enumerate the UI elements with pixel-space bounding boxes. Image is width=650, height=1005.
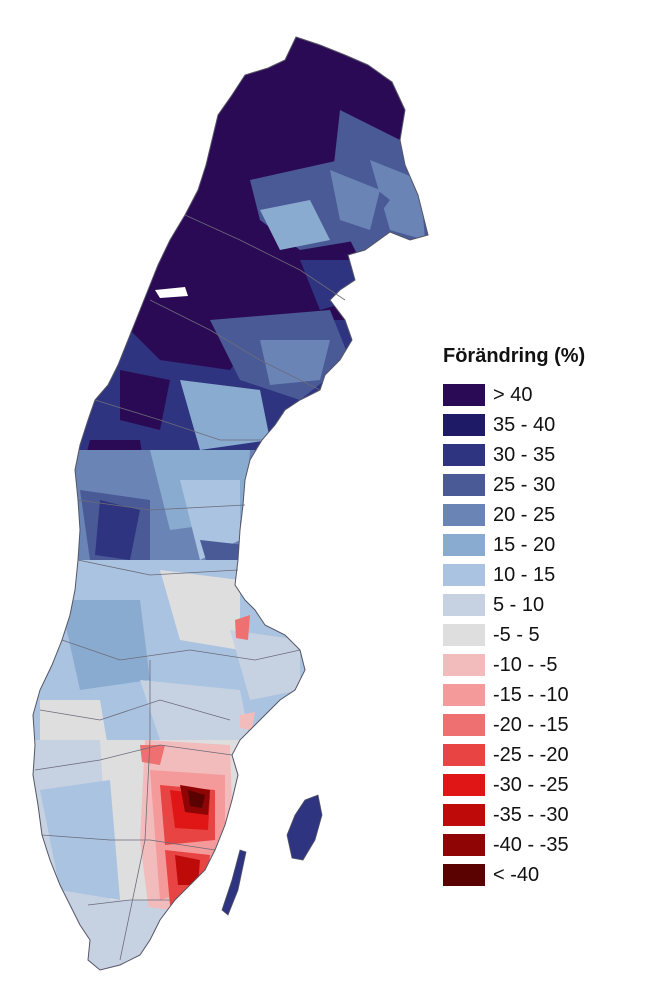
legend-item: 25 - 30 xyxy=(443,470,643,500)
legend-swatch xyxy=(443,594,485,616)
legend-swatch xyxy=(443,774,485,796)
legend-label: > 40 xyxy=(493,383,533,406)
legend-label: -30 - -25 xyxy=(493,773,569,796)
legend: Förändring (%) > 40 35 - 40 30 - 35 25 - 30… xyxy=(443,345,643,890)
legend-item: 10 - 15 xyxy=(443,560,643,590)
legend-label: 5 - 10 xyxy=(493,593,545,616)
legend-label: -10 - -5 xyxy=(493,653,558,676)
legend-label: 15 - 20 xyxy=(493,533,556,556)
legend-swatch xyxy=(443,474,485,496)
legend-label: 30 - 35 xyxy=(493,443,556,466)
legend-item: -10 - -5 xyxy=(443,650,643,680)
legend-label: -15 - -10 xyxy=(493,683,569,706)
legend-label: < -40 xyxy=(493,863,540,886)
legend-item: -35 - -30 xyxy=(443,800,643,830)
legend-swatch xyxy=(443,564,485,586)
legend-swatch xyxy=(443,444,485,466)
lake xyxy=(155,287,188,298)
legend-swatch xyxy=(443,654,485,676)
county-borders xyxy=(34,214,346,961)
legend-item: 5 - 10 xyxy=(443,590,643,620)
legend-swatch xyxy=(443,504,485,526)
legend-item: -25 - -20 xyxy=(443,740,643,770)
legend-swatch xyxy=(443,714,485,736)
legend-swatch xyxy=(443,414,485,436)
legend-swatch xyxy=(443,804,485,826)
legend-swatch xyxy=(443,384,485,406)
legend-swatch xyxy=(443,624,485,646)
legend-label: -35 - -30 xyxy=(493,803,569,826)
legend-rows: > 40 35 - 40 30 - 35 25 - 30 20 - 25 15 - 20 1… xyxy=(443,380,643,890)
legend-swatch xyxy=(443,864,485,886)
legend-label: 20 - 25 xyxy=(493,503,556,526)
legend-title: Förändring (%) xyxy=(443,345,586,367)
legend-item: > 40 xyxy=(443,380,643,410)
legend-item: -30 - -25 xyxy=(443,770,643,800)
legend-swatch xyxy=(443,744,485,766)
legend-item: 20 - 25 xyxy=(443,500,643,530)
oland-island xyxy=(221,849,247,916)
legend-item: 30 - 35 xyxy=(443,440,643,470)
legend-label: 10 - 15 xyxy=(493,563,556,586)
sweden-outline xyxy=(32,36,429,971)
legend-label: 35 - 40 xyxy=(493,413,556,436)
gotland-island xyxy=(286,794,323,861)
legend-item: -20 - -15 xyxy=(443,710,643,740)
legend-label: 25 - 30 xyxy=(493,473,556,496)
legend-label: -25 - -20 xyxy=(493,743,569,766)
legend-item: -5 - 5 xyxy=(443,620,643,650)
legend-label: -40 - -35 xyxy=(493,833,569,856)
legend-label: -5 - 5 xyxy=(493,623,540,646)
legend-item: 35 - 40 xyxy=(443,410,643,440)
legend-swatch xyxy=(443,834,485,856)
legend-label: -20 - -15 xyxy=(493,713,569,736)
legend-item: -15 - -10 xyxy=(443,680,643,710)
legend-item: 15 - 20 xyxy=(443,530,643,560)
legend-swatch xyxy=(443,534,485,556)
legend-item: -40 - -35 xyxy=(443,830,643,860)
legend-item: < -40 xyxy=(443,860,643,890)
legend-swatch xyxy=(443,684,485,706)
